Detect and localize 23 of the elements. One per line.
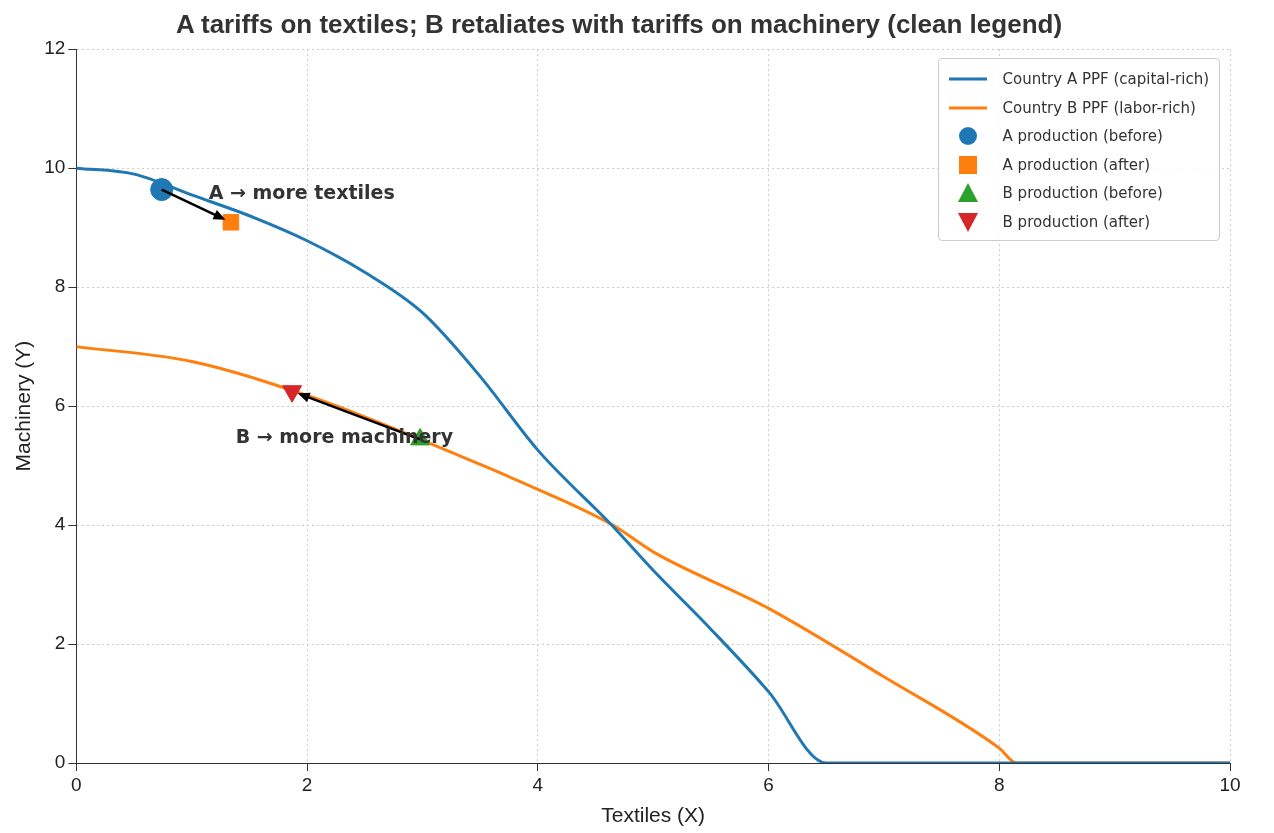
y-axis-title: Machinery (Y) (11, 340, 35, 472)
x-axis-title: Textiles (X) (601, 803, 706, 827)
legend-label: A production (before) (1002, 127, 1163, 146)
y-tick-label: 8 (54, 275, 66, 297)
x-tick-label: 8 (993, 773, 1005, 795)
y-tick-label: 4 (54, 513, 66, 535)
x-tick-label: 0 (71, 773, 82, 795)
legend-label: A production (after) (1002, 155, 1151, 174)
y-tick-label: 10 (44, 156, 66, 178)
x-tick-label: 6 (763, 773, 774, 795)
x-tick-label: 2 (301, 773, 313, 795)
y-tick-label: 6 (54, 394, 66, 416)
y-tick-label: 2 (54, 632, 66, 654)
x-tick-label: 10 (1219, 773, 1241, 795)
chart-title: A tariffs on textiles; B retaliates with tariffs on machinery (clean legend) (175, 8, 1063, 39)
legend-label: Country A PPF (capital-rich) (1002, 70, 1209, 89)
annotation: A → more textiles (208, 180, 395, 203)
legend-label: B production (before) (1002, 184, 1163, 203)
legend-label: B production (after) (1002, 212, 1151, 231)
y-tick-label: 12 (44, 37, 66, 59)
x-tick-label: 4 (532, 773, 544, 795)
y-tick-label: 0 (54, 751, 66, 773)
legend-label: Country B PPF (labor-rich) (1002, 98, 1196, 117)
